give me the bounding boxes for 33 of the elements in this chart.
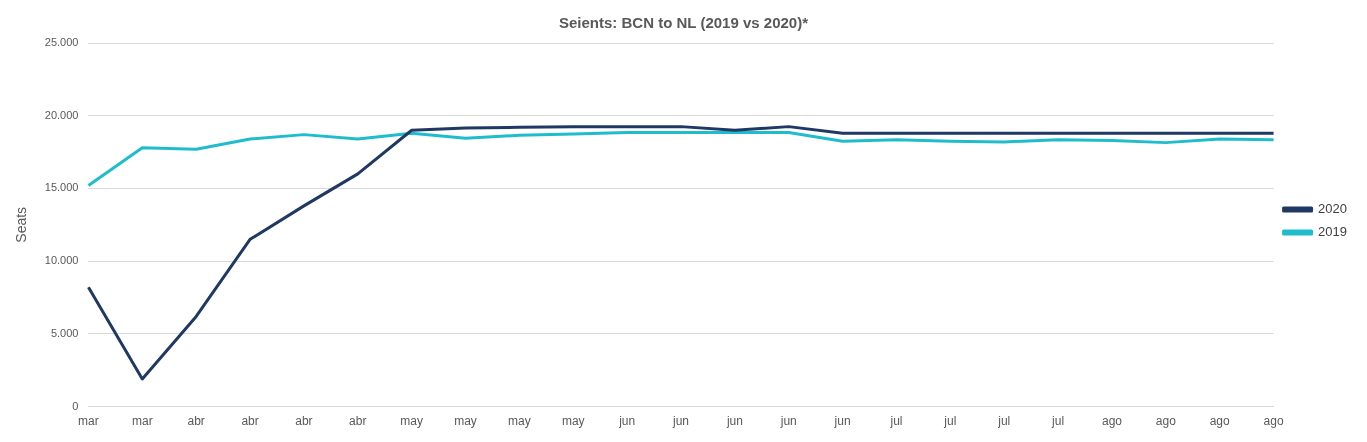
y-axis-title: Seats: [13, 206, 30, 243]
x-tick-label: ago: [1209, 414, 1231, 429]
x-tick-label: abr: [241, 414, 259, 429]
x-tick-label: ago: [1155, 414, 1177, 429]
y-tick-label: 10.000: [44, 254, 79, 267]
y-tick-label: 0: [72, 399, 79, 412]
x-tick-label: mar: [131, 414, 153, 429]
x-tick-label: jun: [672, 414, 690, 429]
x-tick-label: may: [454, 414, 477, 429]
x-tick-label: jul: [889, 414, 903, 429]
x-tick-label: abr: [349, 414, 367, 429]
x-tick-label: may: [561, 414, 585, 429]
y-tick-label: 5.000: [50, 326, 79, 339]
legend-label: 2019: [1318, 224, 1347, 240]
x-tick-label: jun: [725, 414, 743, 429]
y-tick-label: 15.000: [44, 181, 79, 194]
x-tick-label: jun: [833, 414, 851, 429]
x-tick-label: ago: [1101, 414, 1123, 429]
x-tick-label: may: [400, 414, 423, 429]
x-tick-label: jul: [1051, 414, 1065, 429]
chart-title: Seients: BCN to NL (2019 vs 2020)*: [559, 14, 809, 32]
legend-label: 2020: [1318, 201, 1347, 217]
x-tick-label: ago: [1263, 414, 1284, 429]
x-tick-label: jun: [779, 414, 797, 429]
x-tick-label: jul: [943, 414, 957, 429]
x-tick-label: may: [508, 414, 531, 429]
x-tick-label: mar: [78, 414, 99, 429]
x-tick-label: abr: [187, 414, 205, 429]
x-tick-label: jun: [618, 414, 636, 429]
x-tick-label: jul: [997, 414, 1011, 429]
y-tick-label: 25.000: [44, 36, 79, 49]
y-tick-label: 20.000: [44, 108, 79, 121]
x-tick-label: abr: [295, 414, 313, 429]
